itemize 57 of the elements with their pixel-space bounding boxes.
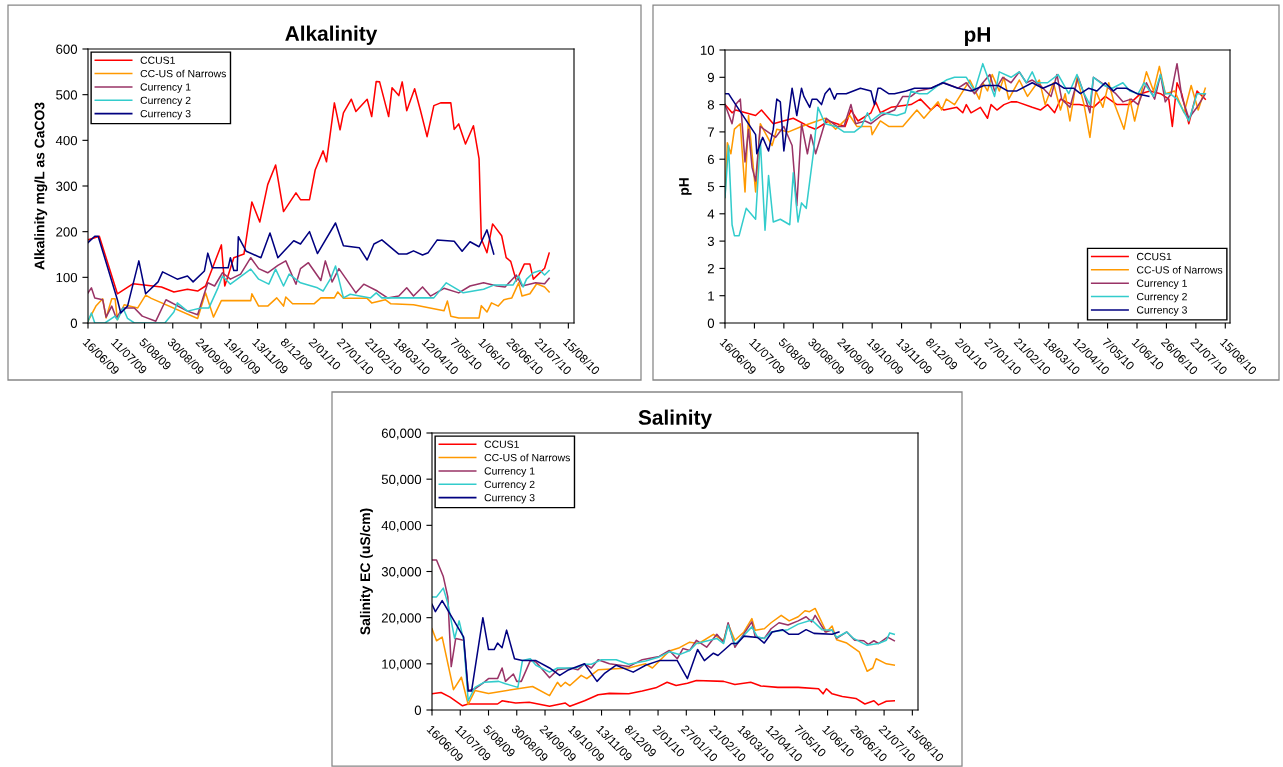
chart-title: Alkalinity xyxy=(285,25,378,45)
line-series xyxy=(725,62,1207,237)
line-series xyxy=(88,80,550,295)
y-tick-label: 500 xyxy=(56,90,78,100)
y-tick-label: 30,000 xyxy=(381,567,422,578)
line-series xyxy=(88,282,550,322)
y-tick-label: 5 xyxy=(707,182,715,192)
y-axis-title: Salinity EC (uS/cm) xyxy=(359,508,373,635)
legend-label: Currency 1 xyxy=(484,467,535,477)
line-series xyxy=(88,222,495,314)
y-tick-label: 6 xyxy=(707,154,714,165)
y-tick-label: 3 xyxy=(707,236,714,247)
legend-label: Currency 2 xyxy=(484,480,535,491)
line-series xyxy=(432,559,896,692)
y-tick-label: 4 xyxy=(707,209,715,219)
y-tick-label: 0 xyxy=(70,318,78,328)
y-tick-label: 10 xyxy=(700,45,715,55)
legend-label: Currency 3 xyxy=(1137,306,1187,316)
legend-label: CC-US of Narrows xyxy=(140,69,226,78)
legend-label: Currency 3 xyxy=(140,109,191,120)
y-tick-label: 2 xyxy=(707,263,714,274)
y-tick-label: 100 xyxy=(56,272,78,283)
legend-label: Currency 2 xyxy=(140,96,191,107)
y-axis-title: Alkalinity mg/L as CaCO3 xyxy=(34,102,48,270)
y-tick-label: 7 xyxy=(707,127,714,137)
legend-label: CC-US of Narrows xyxy=(1137,265,1223,274)
line-series xyxy=(725,81,1150,155)
legend-label: Currency 1 xyxy=(140,83,191,93)
line-series xyxy=(432,587,896,702)
y-tick-label: 0 xyxy=(414,705,422,715)
legend-label: CCUS1 xyxy=(484,440,519,448)
y-tick-label: 50,000 xyxy=(381,474,422,486)
y-tick-label: 40,000 xyxy=(381,520,422,532)
line-series xyxy=(725,81,1207,130)
legend-label: CCUS1 xyxy=(140,56,175,64)
chart-title: Salinity xyxy=(638,409,712,429)
legend-label: CCUS1 xyxy=(1137,252,1172,261)
legend-label: Currency 3 xyxy=(484,493,535,504)
y-tick-label: 400 xyxy=(55,135,78,146)
y-tick-label: 9 xyxy=(707,72,714,83)
y-tick-label: 0 xyxy=(707,318,715,328)
chart-title: pH xyxy=(964,27,990,46)
y-axis-title: pH xyxy=(679,178,692,195)
line-series xyxy=(432,679,896,708)
legend-label: CC-US of Narrows xyxy=(484,453,570,462)
y-tick-label: 1 xyxy=(708,291,714,301)
line-series xyxy=(432,607,896,706)
line-series xyxy=(432,599,840,692)
y-tick-label: 20,000 xyxy=(381,613,422,625)
y-tick-label: 60,000 xyxy=(381,428,422,440)
y-tick-label: 10,000 xyxy=(382,659,422,671)
y-tick-label: 200 xyxy=(56,227,78,237)
legend-label: Currency 2 xyxy=(1137,292,1187,303)
legend-label: Currency 1 xyxy=(1137,279,1187,289)
y-tick-label: 600 xyxy=(56,44,78,54)
y-tick-label: 300 xyxy=(56,181,78,191)
y-tick-label: 8 xyxy=(707,100,715,110)
